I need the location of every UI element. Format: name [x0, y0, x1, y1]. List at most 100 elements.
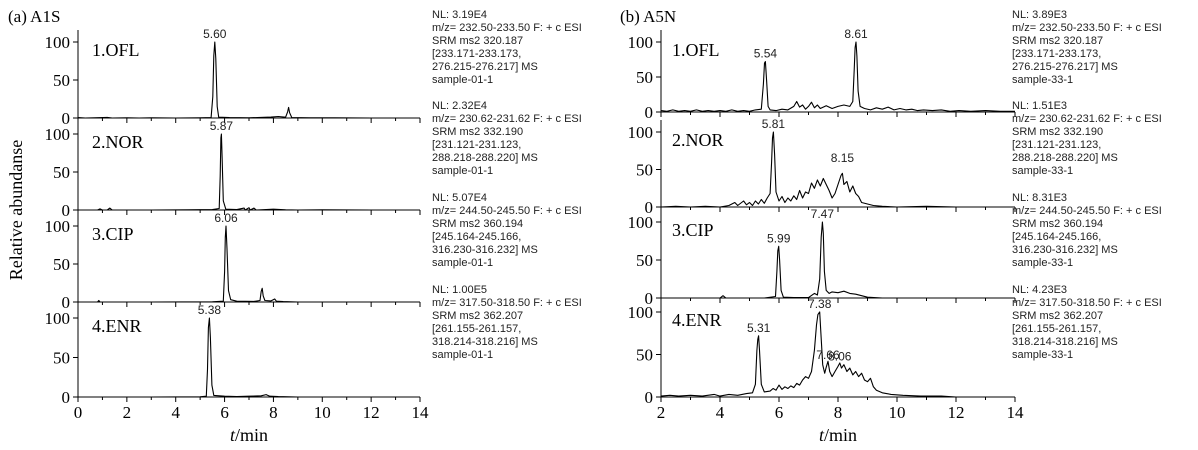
scan-info-line: SRM ms2 362.207	[1012, 310, 1103, 322]
scan-info-line: 318.214-318.216] MS	[1012, 336, 1118, 348]
peak-label: 8.15	[831, 151, 855, 165]
y-tick-label: 50	[53, 163, 70, 182]
nl-value: NL: 5.07E4	[432, 192, 487, 204]
peak-label: 5.54	[754, 47, 778, 61]
x-tick-label: 14	[412, 403, 430, 422]
peak-label: 7.47	[811, 207, 835, 221]
peak-label: 5.87	[210, 119, 234, 133]
scan-info-line: 276.215-276.217] MS	[1012, 61, 1118, 73]
scan-info-line: SRM ms2 360.194	[1012, 218, 1103, 230]
x-tick-label: 4	[716, 403, 725, 422]
y-tick-label: 100	[628, 123, 654, 142]
scan-info-line: m/z= 317.50-318.50 F: + c ESI	[432, 297, 582, 309]
x-tick-label: 6	[220, 403, 229, 422]
peak-label: 8.06	[828, 350, 852, 364]
peak-label: 5.81	[762, 117, 786, 131]
nl-value: NL: 2.32E4	[432, 100, 487, 112]
scan-info-line: 316.230-316.232] MS	[432, 244, 538, 256]
y-tick-label: 50	[636, 161, 653, 180]
y-tick-label: 0	[62, 293, 71, 312]
y-tick-label: 100	[45, 217, 71, 236]
scan-info-line: m/z= 244.50-245.50 F: + c ESI	[432, 205, 582, 217]
y-axis-label: Relative abundanse	[6, 140, 26, 280]
panel-label: (b) A5N	[620, 7, 676, 26]
scan-info-line: m/z= 232.50-233.50 F: + c ESI	[432, 22, 582, 34]
scan-info-line: 288.218-288.220] MS	[1012, 152, 1118, 164]
y-tick-label: 50	[636, 251, 653, 270]
nl-value: NL: 1.51E3	[1012, 100, 1067, 112]
scan-info-line: SRM ms2 360.194	[432, 218, 523, 230]
scan-info-line: m/z= 230.62-231.62 F: + c ESI	[432, 113, 582, 125]
scan-info-line: m/z= 317.50-318.50 F: + c ESI	[1012, 297, 1162, 309]
scan-info-line: sample-01-1	[432, 74, 493, 86]
y-tick-label: 100	[628, 213, 654, 232]
trace-4: 0 50 100 5.31 7.38 7.668.06 4.ENR NL: 4.23E3m/z…	[628, 284, 1162, 407]
y-tick-label: 0	[645, 289, 654, 308]
y-tick-label: 0	[62, 109, 71, 128]
trace-line	[661, 221, 1015, 299]
x-tick-label: 2	[657, 403, 666, 422]
x-tick-label: 8	[269, 403, 278, 422]
trace-line	[78, 317, 420, 398]
nl-value: NL: 4.23E3	[1012, 284, 1067, 296]
analyte-label: 2.NOR	[92, 132, 144, 152]
x-axis-label-unit: /min	[824, 425, 857, 445]
y-tick-label: 0	[62, 201, 71, 220]
y-tick-label: 50	[53, 255, 70, 274]
x-axis-label-unit: /min	[235, 425, 268, 445]
scan-info-line: SRM ms2 320.187	[432, 35, 523, 47]
y-tick-label: 100	[45, 309, 71, 328]
x-axis-label-var: t	[819, 425, 825, 445]
scan-info-line: [233.171-233.173,	[1012, 48, 1101, 60]
x-tick-label: 14	[1007, 403, 1025, 422]
analyte-label: 1.OFL	[672, 40, 720, 60]
analyte-label: 3.CIP	[672, 220, 714, 240]
scan-info-line: 316.230-316.232] MS	[1012, 244, 1118, 256]
scan-info-line: [245.164-245.166,	[432, 231, 521, 243]
x-axis-label: t/min	[230, 425, 268, 445]
peak-label: 6.06	[214, 211, 238, 225]
x-tick-label: 12	[948, 403, 965, 422]
scan-info-line: [261.155-261.157,	[1012, 323, 1101, 335]
x-tick-label: 2	[123, 403, 132, 422]
scan-info-line: sample-33-1	[1012, 74, 1073, 86]
peak-label: 8.61	[844, 27, 868, 41]
scan-info-line: SRM ms2 332.190	[1012, 126, 1103, 138]
x-axis-label-var: t	[230, 425, 236, 445]
y-tick-label: 50	[636, 346, 653, 365]
x-tick-label: 4	[171, 403, 180, 422]
y-tick-label: 0	[645, 198, 654, 217]
x-tick-label: 8	[834, 403, 843, 422]
scan-info-line: SRM ms2 320.187	[1012, 35, 1103, 47]
trace-line	[660, 131, 1015, 208]
scan-info-line: m/z= 230.62-231.62 F: + c ESI	[1012, 113, 1162, 125]
scan-info-line: sample-33-1	[1012, 349, 1073, 361]
scan-info-line: sample-01-1	[432, 257, 493, 269]
analyte-label: 1.OFL	[92, 40, 140, 60]
y-tick-label: 0	[645, 103, 654, 122]
nl-value: NL: 3.89E3	[1012, 9, 1067, 21]
scan-info-line: [233.171-233.173,	[432, 48, 521, 60]
x-tick-label: 6	[775, 403, 784, 422]
scan-info-line: sample-01-1	[432, 349, 493, 361]
analyte-label: 4.ENR	[92, 316, 142, 336]
y-tick-label: 100	[45, 33, 71, 52]
peak-label: 7.66	[816, 348, 840, 362]
panel-label: (a) A1S	[8, 7, 60, 26]
x-tick-label: 0	[74, 403, 83, 422]
x-tick-label: 12	[363, 403, 380, 422]
trace-line	[660, 41, 1015, 112]
x-axis-label: t/min	[819, 425, 857, 445]
x-tick-label: 10	[889, 403, 906, 422]
scan-info-line: [261.155-261.157,	[432, 323, 521, 335]
analyte-label: 2.NOR	[672, 130, 724, 150]
scan-info-line: [231.121-231.123,	[1012, 139, 1101, 151]
